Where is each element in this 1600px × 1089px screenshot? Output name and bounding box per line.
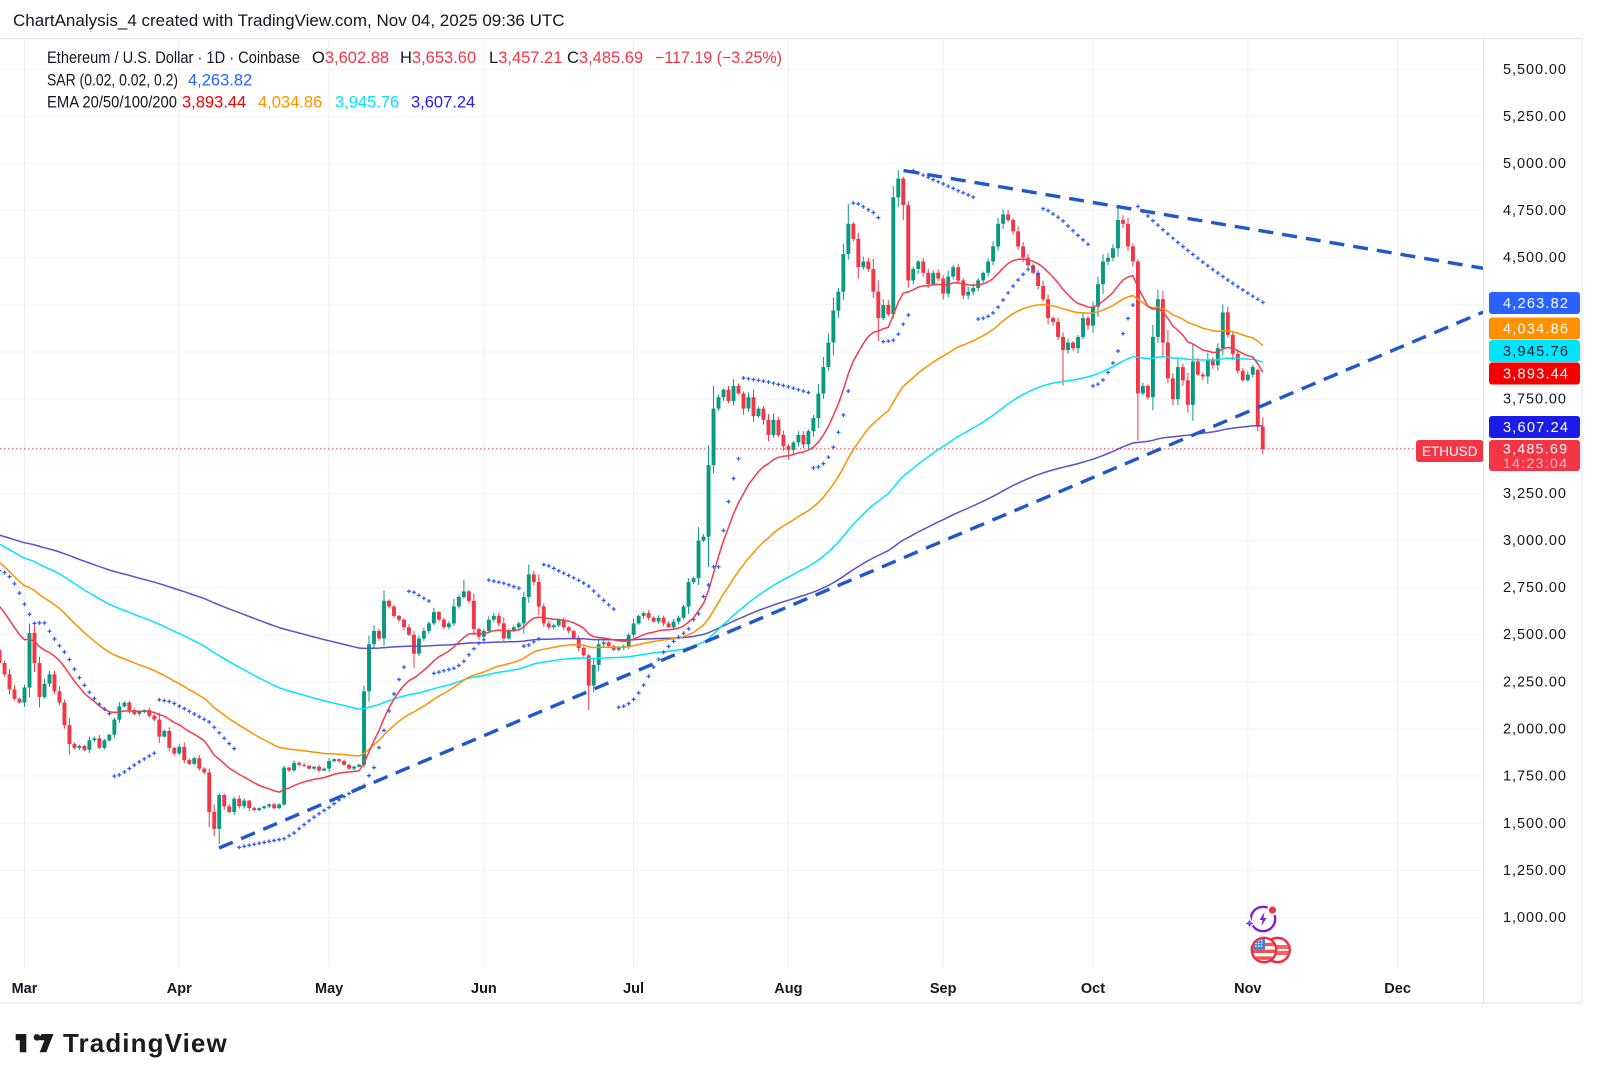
svg-text:Dec: Dec (1384, 981, 1411, 997)
svg-text:5,500.00: 5,500.00 (1503, 62, 1566, 78)
svg-text:Apr: Apr (167, 981, 192, 997)
svg-text:14:23:04: 14:23:04 (1503, 455, 1567, 471)
svg-text:4,750.00: 4,750.00 (1503, 203, 1566, 219)
svg-text:1,000.00: 1,000.00 (1503, 910, 1566, 926)
svg-text:4,500.00: 4,500.00 (1503, 250, 1566, 266)
svg-text:3,607.24: 3,607.24 (1503, 420, 1568, 436)
svg-text:Ethereum / U.S. Dollar · 1D ·: Ethereum / U.S. Dollar · 1D · CoinbaseO3… (47, 49, 782, 67)
svg-text:Oct: Oct (1081, 981, 1105, 997)
svg-text:ChartAnalysis_4 created with T: ChartAnalysis_4 created with TradingView… (13, 11, 565, 30)
svg-text:May: May (315, 981, 343, 997)
svg-text:3,000.00: 3,000.00 (1503, 533, 1566, 549)
svg-text:2,000.00: 2,000.00 (1503, 722, 1566, 738)
svg-text:3,945.76: 3,945.76 (1503, 344, 1568, 360)
svg-text:Mar: Mar (12, 981, 38, 997)
svg-text:3,250.00: 3,250.00 (1503, 486, 1566, 502)
svg-text:3,893.44: 3,893.44 (1503, 366, 1568, 382)
svg-text:ETHUSD: ETHUSD (1422, 444, 1478, 459)
svg-text:TradingView: TradingView (63, 1028, 228, 1058)
svg-text:Jun: Jun (471, 981, 497, 997)
svg-text:2,750.00: 2,750.00 (1503, 580, 1566, 596)
svg-text:3,750.00: 3,750.00 (1503, 392, 1566, 408)
svg-text:1,750.00: 1,750.00 (1503, 769, 1566, 785)
svg-text:4,034.86: 4,034.86 (1503, 321, 1568, 337)
svg-text:2,250.00: 2,250.00 (1503, 674, 1566, 690)
svg-text:Sep: Sep (930, 981, 957, 997)
svg-text:SAR (0.02, 0.02, 0.2)4,263.82: SAR (0.02, 0.02, 0.2)4,263.82 (47, 72, 252, 90)
svg-text:Nov: Nov (1234, 981, 1261, 997)
svg-text:5,000.00: 5,000.00 (1503, 156, 1566, 172)
svg-text:1,250.00: 1,250.00 (1503, 863, 1566, 879)
svg-text:1,500.00: 1,500.00 (1503, 816, 1566, 832)
svg-text:Jul: Jul (623, 981, 644, 997)
svg-text:5,250.00: 5,250.00 (1503, 109, 1566, 125)
svg-text:2,500.00: 2,500.00 (1503, 627, 1566, 643)
svg-text:4,263.82: 4,263.82 (1503, 296, 1568, 312)
svg-text:Aug: Aug (774, 981, 802, 997)
